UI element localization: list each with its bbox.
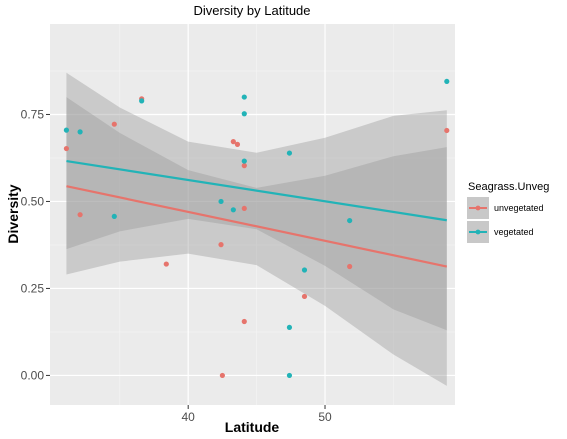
y-tick-label: 0.50 [21, 194, 45, 208]
data-point-unvegetated [77, 212, 83, 218]
fit-line-unvegetated [66, 185, 448, 268]
data-point-unvegetated [63, 145, 70, 152]
data-point-vegetated [286, 150, 293, 156]
chart-title: Diversity by Latitude [193, 3, 310, 18]
legend-label-vegetated: vegetated [494, 227, 534, 237]
data-point-vegetated [139, 98, 145, 104]
data-point-unvegetated [219, 372, 225, 379]
data-point-vegetated [241, 94, 247, 100]
fit-line-vegetated [66, 160, 447, 222]
fit-lines [66, 160, 448, 268]
plot-background [50, 24, 455, 405]
data-point-unvegetated [234, 141, 241, 147]
legend-items: unvegetated vegetated [467, 197, 544, 243]
x-tick-label: 40 [182, 410, 196, 424]
data-point-vegetated [218, 198, 224, 205]
data-point-vegetated [241, 158, 247, 164]
data-point-unvegetated [163, 261, 169, 267]
y-tick-label: 0.00 [21, 368, 45, 382]
confidence-band-unvegetated [66, 97, 447, 386]
x-axis-title: Latitude [225, 419, 280, 435]
grid [50, 24, 455, 405]
data-point-unvegetated [241, 163, 247, 169]
y-axis-title: Diversity [5, 184, 21, 243]
data-point-unvegetated [218, 242, 224, 248]
data-point-unvegetated [444, 127, 450, 134]
legend-dot-vegetated [475, 229, 481, 235]
data-point-vegetated [286, 372, 293, 379]
legend-title: Seagrass.Unveg [468, 181, 549, 193]
data-point-unvegetated [301, 293, 308, 300]
legend-dot-unvegetated [475, 205, 481, 211]
data-point-unvegetated [111, 121, 117, 127]
data-point-unvegetated [241, 205, 247, 212]
data-point-vegetated [444, 78, 450, 85]
data-point-vegetated [77, 129, 83, 135]
data-point-vegetated [301, 267, 308, 273]
data-point-vegetated [111, 213, 117, 220]
legend: Seagrass.Unveg unvegetated vegetated [467, 181, 549, 243]
x-tick-label: 50 [318, 410, 332, 424]
data-points [63, 78, 450, 379]
data-point-vegetated [241, 111, 247, 117]
data-point-vegetated [63, 127, 70, 133]
y-tick-label: 0.75 [21, 107, 45, 121]
data-point-unvegetated [347, 263, 353, 270]
legend-label-unvegetated: unvegetated [494, 203, 544, 213]
y-tick-label: 0.25 [21, 281, 45, 295]
data-point-unvegetated [230, 139, 236, 145]
data-point-vegetated [347, 217, 353, 224]
data-point-vegetated [286, 324, 293, 331]
data-point-unvegetated [241, 318, 247, 325]
data-point-vegetated [230, 207, 236, 213]
axis-ticks: 40 50 0.00 0.25 0.50 0.75 [21, 107, 332, 424]
